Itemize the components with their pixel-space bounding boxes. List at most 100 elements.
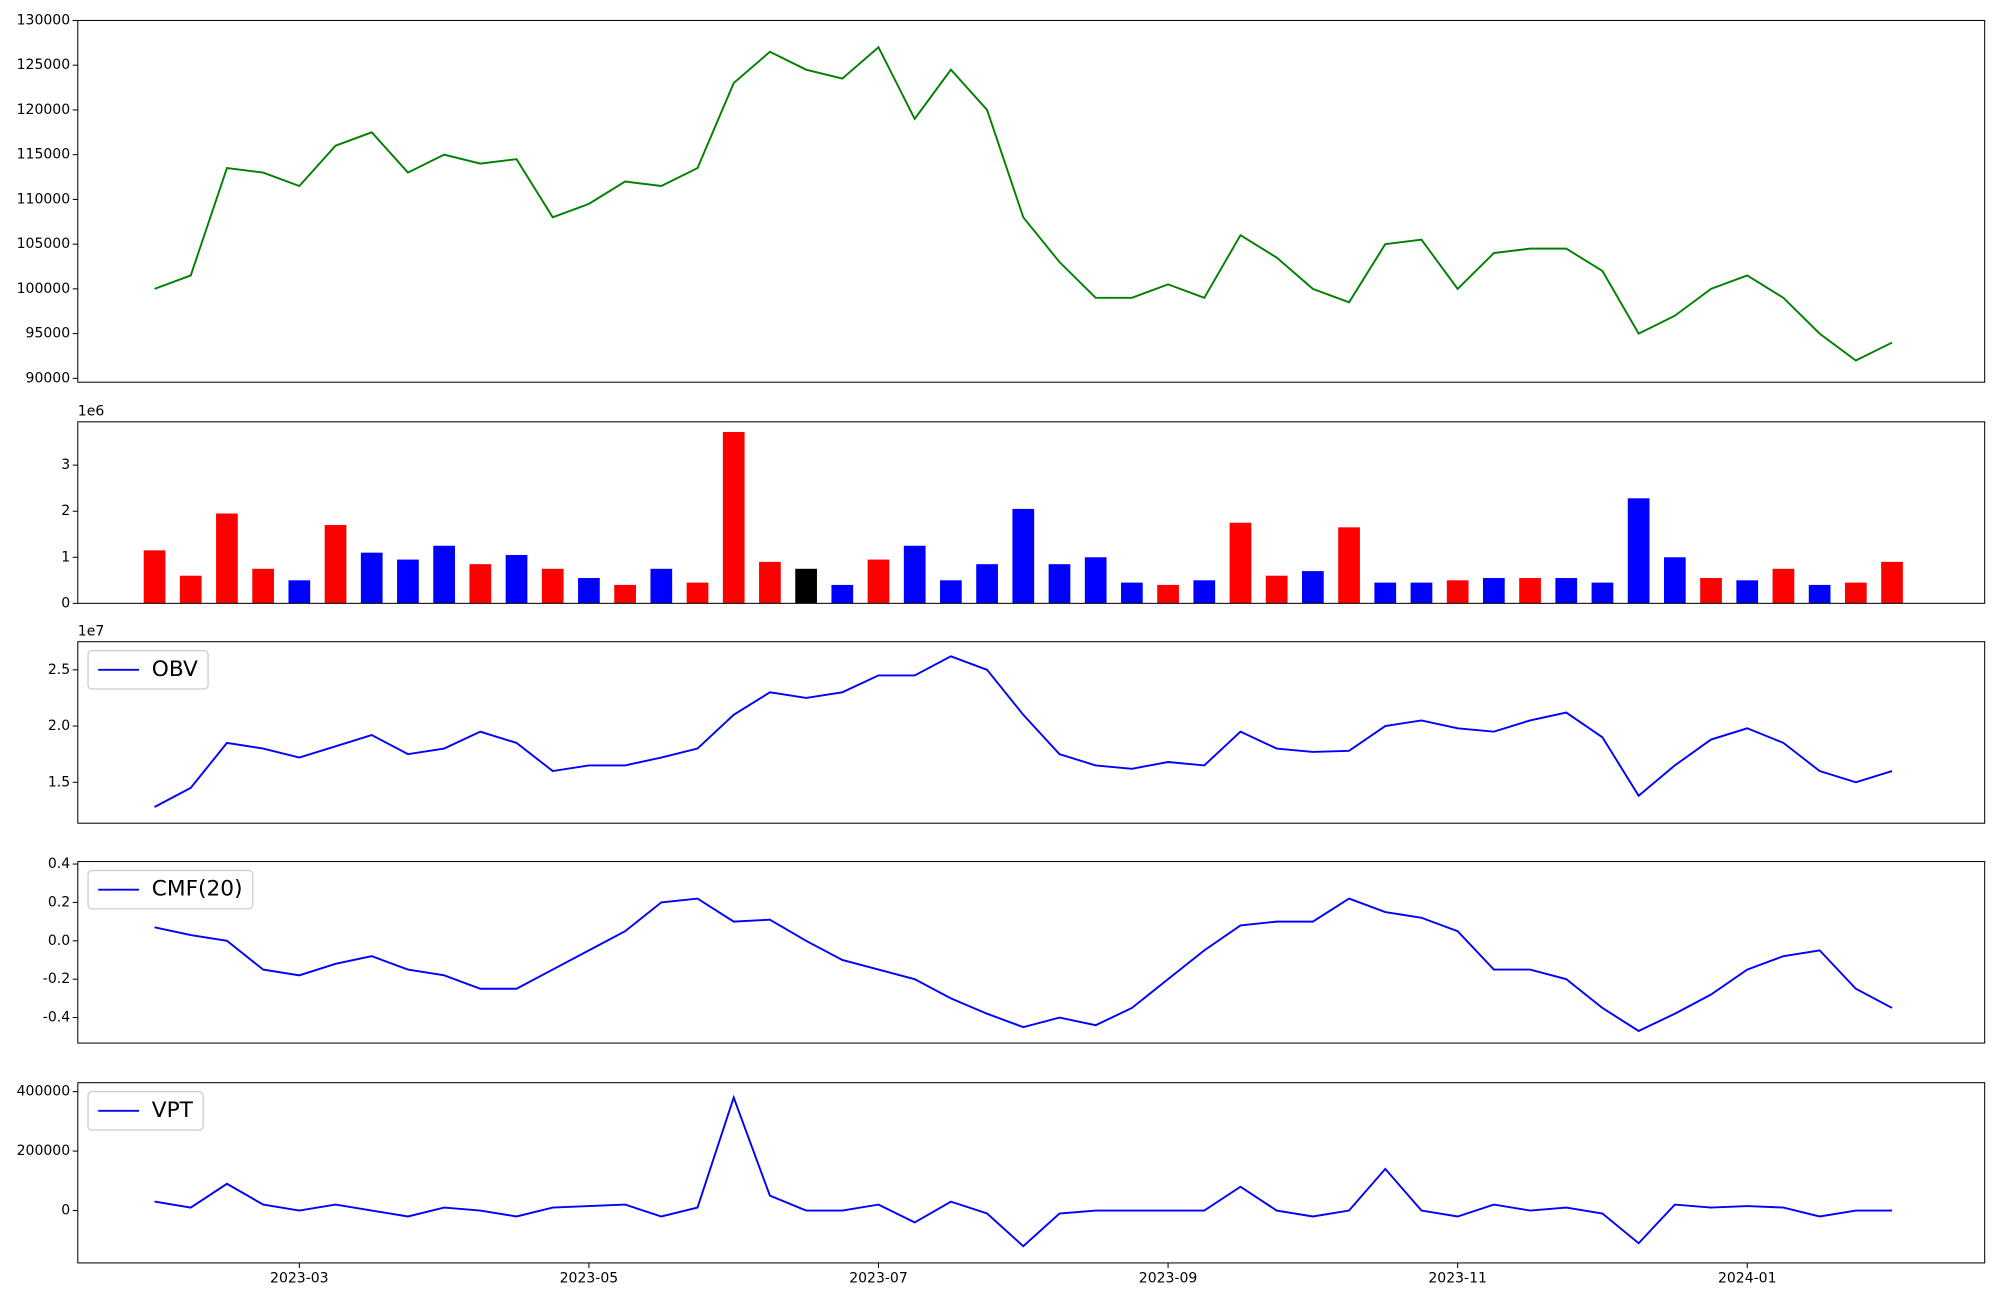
series-line [154, 1094, 1893, 1248]
y-tick-label: 90000 [26, 370, 71, 386]
panel: 1.5 2.0 2.5 1e7 OBV [48, 623, 1986, 824]
x-tick-label: 2023-11 [1428, 1270, 1487, 1286]
y-tick-label: 2.5 [48, 662, 70, 678]
volume-bar [1338, 527, 1360, 604]
volume-bar [1446, 580, 1469, 604]
panel: 0 200000 400000 2023-03 2023-05 2023-07 2023-0… [17, 1082, 1986, 1286]
axes-frame [77, 641, 1986, 824]
legend-box [87, 869, 254, 910]
y-tick-label: -0.4 [43, 1010, 70, 1026]
x-tick-label: 2023-03 [270, 1270, 329, 1286]
offset-label: 1e6 [78, 404, 105, 420]
axes-frame [77, 861, 1986, 1044]
y-tick-label: 95000 [26, 326, 71, 342]
volume-bar [1808, 584, 1831, 604]
volume-bar [759, 561, 781, 604]
y-tick-label: 2 [61, 503, 70, 519]
volume-bar [1519, 578, 1541, 604]
volume-bar [1591, 582, 1614, 604]
y-tick-label: 3 [61, 457, 70, 473]
y-tick-label: 2.0 [48, 718, 70, 734]
y-tick-label: 120000 [17, 102, 71, 118]
legend-box [87, 650, 209, 690]
volume-bar [252, 568, 274, 604]
volume-bar [1048, 564, 1071, 604]
y-tick-label: 105000 [17, 236, 71, 252]
y-tick-label: 200000 [17, 1143, 71, 1159]
legend: CMF(20) [87, 869, 254, 910]
volume-bar [1229, 522, 1252, 604]
legend-label: CMF(20) [152, 877, 243, 902]
x-tick-label: 2023-07 [849, 1270, 908, 1286]
volume-bar [1555, 578, 1578, 604]
volume-bar [1627, 498, 1650, 604]
x-tick-label: 2023-09 [1139, 1270, 1198, 1286]
y-tick-label: 0.4 [48, 856, 70, 872]
volume-bar [216, 513, 238, 604]
volume-bar [976, 564, 998, 604]
y-tick-label: 0.2 [48, 894, 70, 910]
volume-bar [903, 545, 926, 604]
panel: 0 1 2 3 1e6 [61, 404, 1986, 611]
volume-bar [650, 568, 673, 604]
legend-box [87, 1091, 204, 1131]
price-line [154, 45, 1893, 362]
volume-bar [831, 584, 854, 604]
volume-bar [1084, 557, 1107, 604]
volume-bar [578, 578, 600, 604]
volume-bar [686, 582, 709, 604]
y-tick-label: -0.2 [43, 971, 70, 987]
volume-bar [722, 431, 745, 604]
volume-bar [1193, 580, 1216, 604]
legend-label: VPT [152, 1098, 194, 1123]
volume-bar [1482, 578, 1505, 604]
axes-frame [77, 19, 1986, 383]
volume-bar [1844, 582, 1867, 604]
y-tick-label: 400000 [17, 1084, 71, 1100]
volume-bar [1374, 582, 1397, 604]
volume-bar [1881, 561, 1903, 604]
series-line [154, 655, 1893, 808]
volume-bar [1265, 575, 1288, 604]
legend: VPT [87, 1091, 204, 1131]
volume-bar [1121, 582, 1143, 604]
y-tick-label: 0 [61, 595, 70, 611]
volume-bar [397, 559, 419, 604]
volume-bar [940, 580, 962, 604]
volume-bar [1700, 578, 1722, 604]
volume-bar [143, 550, 166, 604]
volume-bar [1410, 582, 1433, 604]
y-tick-label: 130000 [17, 12, 71, 28]
y-tick-label: 1.5 [48, 774, 70, 790]
volume-bar [1663, 557, 1686, 604]
volume-bar [795, 568, 817, 604]
volume-bar [867, 559, 890, 604]
volume-bar [541, 568, 564, 604]
panel: -0.4 -0.2 0.0 0.2 0.4 CMF(20) [43, 856, 1986, 1044]
volume-bar [1012, 508, 1035, 604]
offset-label: 1e7 [78, 623, 104, 639]
axes-frame [77, 1082, 1986, 1264]
y-tick-label: 125000 [17, 57, 71, 73]
volume-bar [179, 575, 202, 604]
volume-bar [1736, 580, 1759, 604]
volume-bar [469, 564, 492, 604]
y-tick-label: 0 [61, 1203, 70, 1219]
volume-bar [1772, 568, 1795, 604]
x-tick-label: 2024-01 [1718, 1270, 1777, 1286]
x-tick-label: 2023-05 [560, 1270, 619, 1286]
axes-frame [77, 421, 1986, 604]
y-tick-label: 115000 [17, 147, 71, 163]
volume-bar [614, 584, 636, 604]
volume-bar [288, 580, 311, 604]
volume-bar [1157, 584, 1179, 604]
y-tick-label: 1 [61, 549, 70, 565]
y-tick-label: 110000 [17, 191, 71, 207]
volume-bar [505, 554, 528, 604]
series-line [154, 897, 1893, 1033]
legend: OBV [87, 650, 209, 690]
volume-bar [360, 552, 383, 604]
panel: 90000 95000 100000 105000 110000 115000 120000… [17, 12, 1986, 386]
volume-bar [433, 545, 455, 604]
